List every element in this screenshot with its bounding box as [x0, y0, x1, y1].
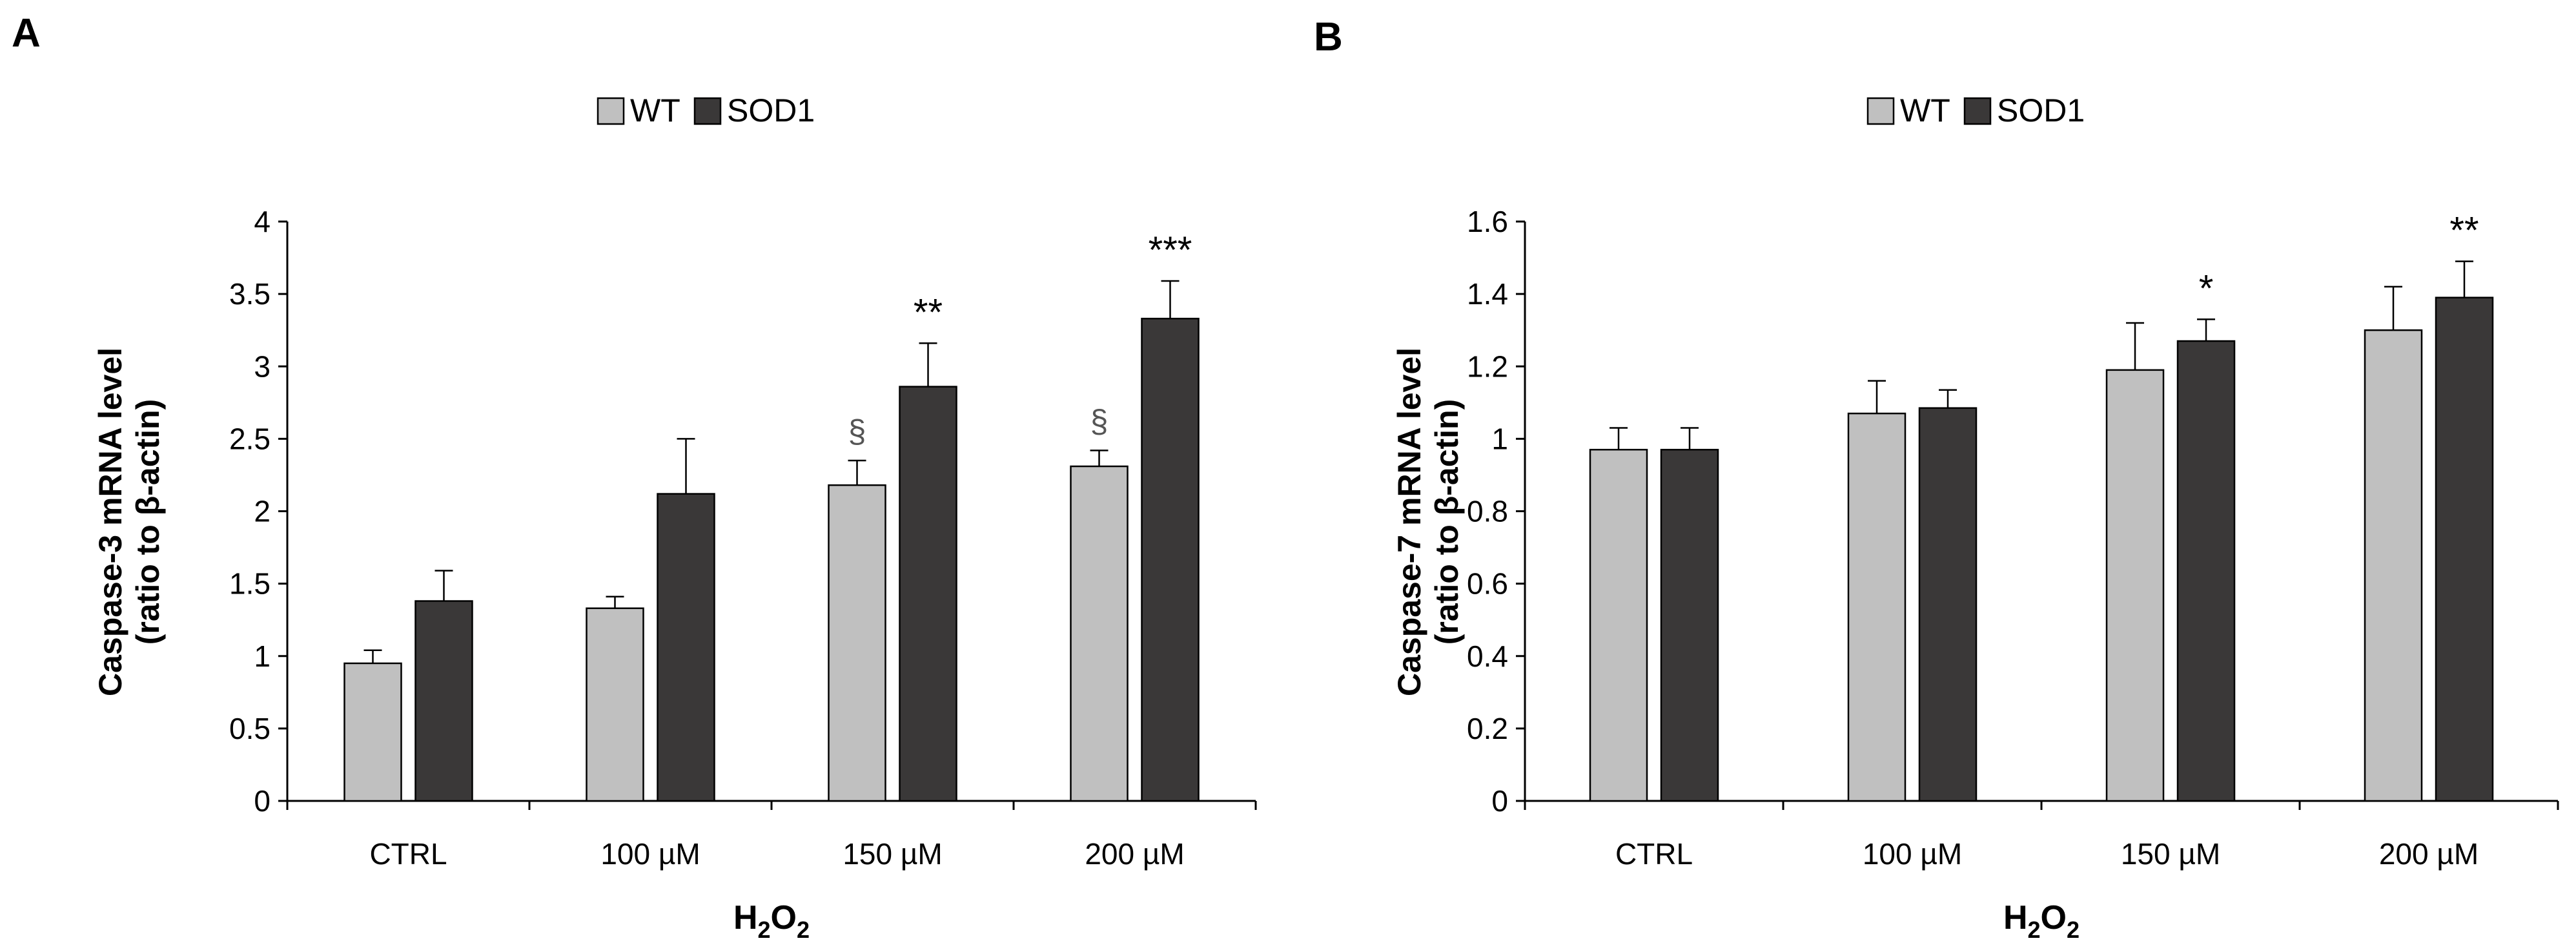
- y-axis-title: Caspase-3 mRNA level (ratio to β-actin): [92, 347, 166, 696]
- y-tick-label: 1.6: [1467, 205, 1508, 238]
- y-tick-label: 0.6: [1467, 567, 1508, 601]
- x-tick-label: CTRL: [369, 837, 447, 871]
- panel-label: A: [12, 11, 41, 56]
- legend-swatch-wt: [597, 97, 625, 125]
- x-tick-label: CTRL: [1615, 837, 1693, 871]
- significance-marker: *: [2199, 267, 2214, 309]
- x-axis-title-part: H: [733, 899, 758, 937]
- bar-sod1: [1918, 407, 1978, 802]
- bar-wt: [1070, 465, 1129, 802]
- legend: WT SOD1: [597, 92, 815, 129]
- y-tick-label: 0.2: [1467, 712, 1508, 745]
- bar-wt: [343, 662, 402, 802]
- legend-label-wt: WT: [630, 92, 680, 129]
- y-tick-label: 2: [254, 495, 271, 528]
- y-tick-label: 1.5: [229, 567, 271, 601]
- section-marker: §: [1090, 403, 1109, 439]
- y-tick-label: 0: [254, 784, 271, 818]
- section-marker: §: [848, 413, 866, 450]
- x-axis-title-part: 2: [758, 917, 771, 940]
- x-tick-label: 150 µM: [843, 837, 942, 871]
- y-tick-label: 1: [254, 639, 271, 673]
- x-tick-label: 200 µM: [1085, 837, 1184, 871]
- x-axis-title: H2O2: [733, 899, 810, 940]
- legend-swatch-sod1: [1963, 97, 1992, 125]
- legend-swatch-sod1: [693, 97, 722, 125]
- y-tick-label: 4: [254, 205, 271, 238]
- bar-wt: [2105, 369, 2165, 802]
- y-axis-title-line2: (ratio to β-actin): [1429, 399, 1465, 645]
- y-axis-title-line1: Caspase-3 mRNA level: [92, 347, 128, 696]
- x-axis-title-part: H: [2003, 899, 2028, 937]
- y-tick-label: 0.4: [1467, 639, 1508, 673]
- y-axis-title: Caspase-7 mRNA level (ratio to β-actin): [1391, 347, 1465, 696]
- significance-marker: **: [2449, 210, 2479, 252]
- x-axis-title-part: 2: [797, 917, 810, 940]
- bar-sod1: [2435, 296, 2494, 802]
- bar-sod1: [2176, 340, 2236, 802]
- legend: WT SOD1: [1866, 92, 2085, 129]
- x-axis-title-part: O: [771, 899, 797, 937]
- x-tick-label: 100 µM: [600, 837, 700, 871]
- legend-swatch-wt: [1866, 97, 1895, 125]
- bar-wt: [586, 607, 644, 802]
- legend-label-sod1: SOD1: [727, 92, 815, 129]
- y-tick-label: 0.8: [1467, 495, 1508, 528]
- x-axis-title-part: 2: [2028, 917, 2041, 940]
- y-tick-label: 1.4: [1467, 277, 1508, 311]
- chart-panel-a: A 0 0.5 1 1.5 2 2.5 3 3.5 4 CTRL 100 µM 150 µM § ** 200…: [12, 11, 1257, 943]
- bar-wt: [2364, 329, 2423, 802]
- legend-label-sod1: SOD1: [1997, 92, 2085, 129]
- y-tick-label: 1.2: [1467, 349, 1508, 383]
- x-axis-title: H2O2: [2003, 899, 2080, 940]
- bar-sod1: [414, 600, 473, 802]
- x-tick-label: 200 µM: [2379, 837, 2479, 871]
- legend-label-wt: WT: [1900, 92, 1950, 129]
- x-axis-title-part: O: [2041, 899, 2067, 937]
- bar-sod1: [657, 493, 715, 802]
- y-axis-title-line2: (ratio to β-actin): [130, 399, 166, 645]
- chart-panel-b: B 0 0.2 0.4 0.6 0.8 1 1.2 1.4 1.6 CTRL 100 µM 150 µM…: [1314, 15, 2559, 943]
- bar-wt: [1589, 448, 1648, 802]
- y-axis-title-line1: Caspase-7 mRNA level: [1391, 347, 1427, 696]
- bar-sod1: [1141, 317, 1200, 802]
- y-tick-label: 0.5: [229, 712, 271, 745]
- x-tick-label: 150 µM: [2121, 837, 2220, 871]
- y-tick-label: 0: [1491, 784, 1508, 818]
- bar-wt: [828, 484, 886, 802]
- y-tick-label: 2.5: [229, 422, 271, 455]
- y-tick-label: 3.5: [229, 277, 271, 311]
- bar-sod1: [1660, 448, 1719, 802]
- y-tick-label: 3: [254, 349, 271, 383]
- significance-marker: **: [914, 291, 943, 333]
- bar-sod1: [899, 386, 957, 802]
- x-axis-title-part: 2: [2067, 917, 2080, 940]
- significance-marker: ***: [1149, 229, 1192, 271]
- x-tick-label: 100 µM: [1863, 837, 1962, 871]
- bar-wt: [1847, 412, 1906, 802]
- y-tick-label: 1: [1491, 422, 1508, 455]
- panel-label: B: [1314, 15, 1343, 59]
